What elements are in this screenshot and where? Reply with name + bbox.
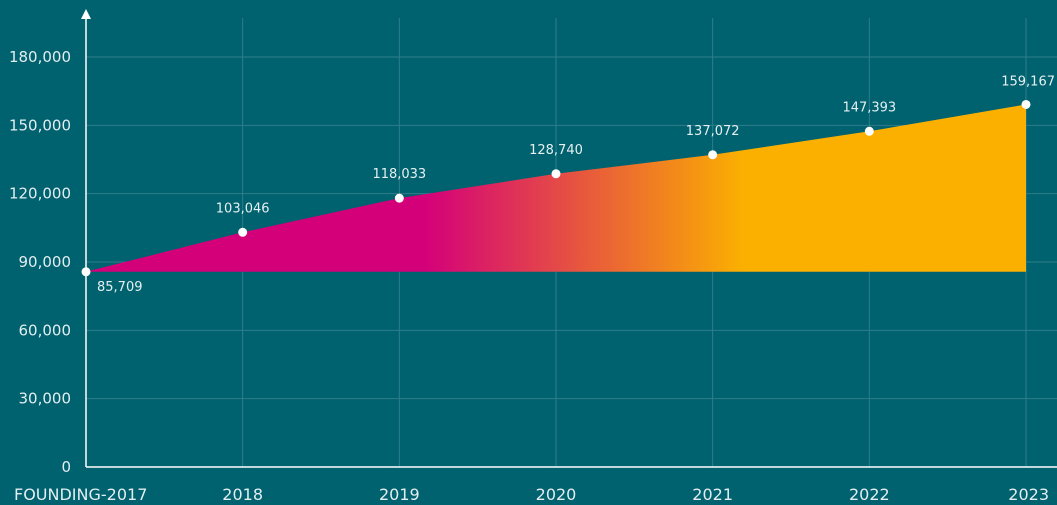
x-tick-label: 2019 (379, 485, 420, 504)
data-label: 147,393 (842, 100, 896, 115)
y-tick-label: 180,000 (9, 48, 71, 66)
data-label: 118,033 (372, 167, 426, 182)
data-point (1021, 99, 1031, 109)
series-area (86, 104, 1026, 272)
y-tick-label: 30,000 (19, 390, 72, 408)
data-point (708, 150, 718, 160)
data-label: 85,709 (97, 280, 143, 295)
data-point (864, 126, 874, 136)
x-tick-label: 2023 (1008, 485, 1049, 504)
area-fill-layer (86, 104, 1026, 272)
x-tick-label: 2018 (222, 485, 263, 504)
y-axis-arrow (81, 9, 91, 19)
data-points (81, 99, 1031, 277)
data-labels: 85,709 103,046 118,033 128,740 137,072 147,39… (97, 74, 1055, 294)
data-label: 103,046 (216, 201, 270, 216)
y-tick-label: 0 (61, 458, 71, 476)
axes (81, 9, 1057, 468)
y-tick-label: 90,000 (19, 253, 72, 271)
data-point (81, 267, 91, 277)
data-point (238, 227, 248, 237)
x-tick-label: FOUNDING-2017 (14, 485, 147, 504)
data-label: 159,167 (1001, 74, 1055, 89)
data-point (551, 169, 561, 179)
data-point (394, 193, 404, 203)
x-tick-label: 2020 (536, 485, 577, 504)
y-tick-label: 150,000 (9, 116, 71, 134)
x-tick-labels: FOUNDING-2017 2018 2019 2020 2021 2022 2023 (14, 485, 1049, 504)
x-tick-label: 2021 (692, 485, 733, 504)
x-tick-label: 2022 (849, 485, 890, 504)
y-tick-labels: 0 30,000 60,000 90,000 120,000 150,000 180,000 (9, 48, 71, 476)
y-tick-label: 120,000 (9, 185, 71, 203)
data-label: 137,072 (686, 124, 740, 139)
y-tick-label: 60,000 (19, 321, 72, 339)
data-label: 128,740 (529, 143, 583, 158)
